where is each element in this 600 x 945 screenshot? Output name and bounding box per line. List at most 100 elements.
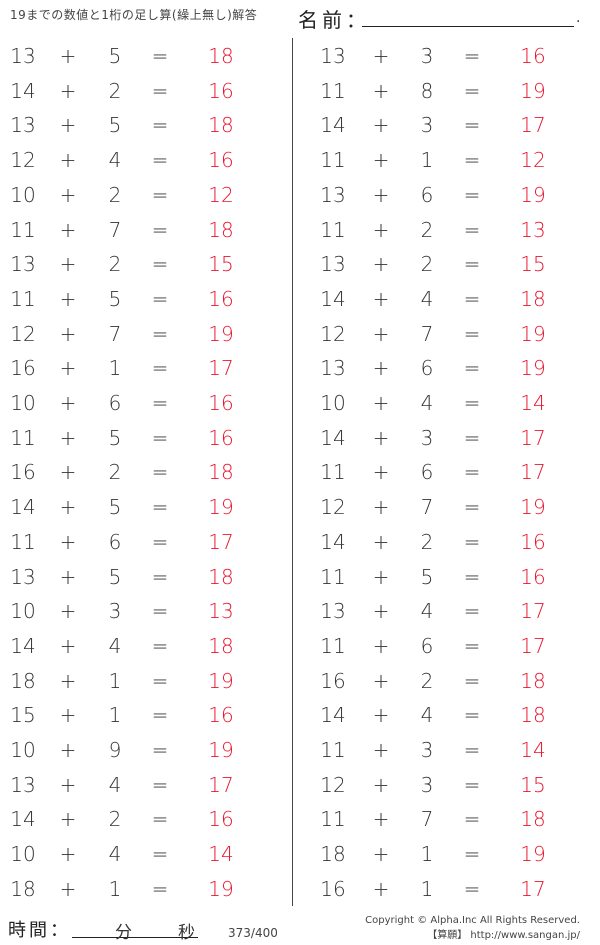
page-number: 373/400 (228, 926, 278, 940)
addend-2: 4 (420, 599, 434, 624)
copyright: Copyright © Alpha.Inc All Rights Reserve… (365, 913, 580, 943)
plus-sign: + (372, 633, 390, 658)
addend-1: 16 (10, 460, 36, 485)
addend-1: 14 (10, 495, 36, 520)
addend-2: 4 (108, 842, 122, 867)
addend-2: 2 (108, 182, 122, 207)
plus-sign: + (59, 495, 77, 520)
addend-2: 1 (420, 876, 434, 901)
answer: 18 (208, 633, 234, 658)
addend-2: 1 (108, 356, 122, 381)
addend-1: 11 (10, 286, 36, 311)
plus-sign: + (372, 599, 390, 624)
addend-1: 11 (320, 633, 346, 658)
addend-1: 13 (320, 182, 346, 207)
answer: 14 (520, 738, 546, 762)
equals-sign: = (463, 252, 481, 277)
addend-1: 13 (10, 113, 36, 138)
addend-1: 13 (10, 44, 36, 68)
equals-sign: = (151, 113, 169, 138)
addend-1: 18 (10, 876, 36, 901)
minutes-label: 分 (115, 923, 132, 943)
plus-sign: + (59, 668, 77, 693)
name-end-mark: . (576, 10, 581, 26)
plus-sign: + (372, 495, 390, 520)
answer: 19 (520, 321, 546, 346)
equals-sign: = (463, 633, 481, 658)
plus-sign: + (59, 876, 77, 901)
seconds-label: 秒 (178, 923, 195, 943)
addend-2: 6 (420, 633, 434, 658)
answer: 16 (520, 44, 546, 68)
addend-2: 5 (108, 44, 122, 68)
equals-sign: = (463, 876, 481, 901)
plus-sign: + (372, 44, 390, 68)
copyright-text: Copyright © Alpha.Inc All Rights Reserve… (365, 915, 580, 926)
addend-2: 5 (108, 564, 122, 589)
answer: 19 (520, 78, 546, 103)
equals-sign: = (463, 217, 481, 242)
answer: 16 (208, 425, 234, 450)
answer: 13 (520, 217, 546, 242)
addend-1: 11 (320, 78, 346, 103)
equals-sign: = (151, 529, 169, 554)
worksheet-title: 19までの数値と1桁の足し算(繰上無し)解答 (10, 8, 258, 22)
addend-2: 2 (420, 252, 434, 277)
answer: 18 (208, 460, 234, 485)
addend-1: 13 (10, 252, 36, 277)
equals-sign: = (151, 564, 169, 589)
addend-1: 10 (10, 738, 36, 762)
answer: 18 (520, 703, 546, 728)
answer: 18 (520, 807, 546, 832)
addend-1: 10 (10, 391, 36, 415)
plus-sign: + (59, 286, 77, 311)
answer: 15 (520, 252, 546, 277)
addend-1: 14 (10, 807, 36, 832)
addend-2: 8 (420, 78, 434, 103)
addend-2: 2 (420, 217, 434, 242)
addend-2: 3 (108, 599, 122, 624)
equals-sign: = (463, 148, 481, 173)
plus-sign: + (59, 252, 77, 277)
addend-2: 6 (108, 529, 122, 554)
equals-sign: = (463, 772, 481, 797)
equals-sign: = (151, 807, 169, 832)
addend-2: 6 (420, 182, 434, 207)
plus-sign: + (372, 391, 390, 415)
addend-1: 14 (320, 286, 346, 311)
addend-2: 9 (108, 738, 122, 762)
plus-sign: + (59, 738, 77, 762)
equals-sign: = (151, 668, 169, 693)
addend-2: 3 (420, 772, 434, 797)
addend-1: 13 (10, 564, 36, 589)
addend-2: 1 (420, 148, 434, 173)
plus-sign: + (372, 876, 390, 901)
addend-2: 1 (108, 876, 122, 901)
time-label: 時間： (8, 920, 71, 941)
answer: 19 (208, 668, 234, 693)
answer: 17 (520, 460, 546, 485)
answer: 18 (520, 286, 546, 311)
addend-1: 14 (10, 633, 36, 658)
addend-1: 18 (320, 842, 346, 867)
equals-sign: = (463, 738, 481, 762)
plus-sign: + (372, 356, 390, 381)
answer: 17 (208, 529, 234, 554)
name-label: 名前： (298, 8, 370, 32)
plus-sign: + (59, 460, 77, 485)
addend-2: 1 (108, 668, 122, 693)
addend-2: 2 (108, 807, 122, 832)
equals-sign: = (463, 460, 481, 485)
plus-sign: + (372, 564, 390, 589)
addend-2: 3 (420, 738, 434, 762)
equals-sign: = (151, 217, 169, 242)
addend-2: 3 (420, 44, 434, 68)
equals-sign: = (151, 391, 169, 415)
addend-2: 5 (420, 564, 434, 589)
addend-2: 5 (108, 425, 122, 450)
addend-2: 2 (108, 78, 122, 103)
addend-1: 11 (10, 217, 36, 242)
plus-sign: + (59, 425, 77, 450)
plus-sign: + (59, 564, 77, 589)
equals-sign: = (463, 668, 481, 693)
